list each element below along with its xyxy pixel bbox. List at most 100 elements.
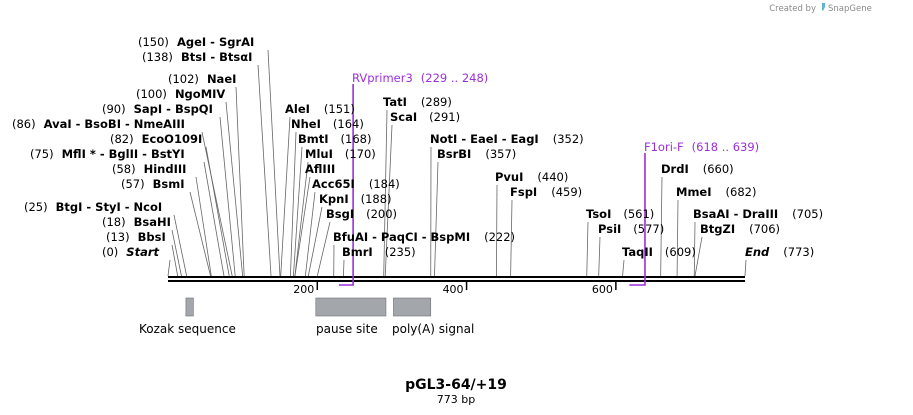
leader-line-btgzi: [694, 236, 703, 277]
leader-line-hindiii: [195, 176, 212, 277]
leader-line-scai: [384, 124, 393, 277]
site-label-naei[interactable]: (102) NaeI: [168, 72, 236, 86]
backbone[interactable]: [168, 276, 745, 282]
site-label-mlui[interactable]: MluI (170): [305, 147, 376, 161]
tick-label-600: 600: [592, 283, 613, 296]
site-label-tsoi[interactable]: TsoI (561): [586, 207, 654, 221]
site-label-bbsi[interactable]: (13) BbsI: [106, 230, 166, 244]
site-label-btgi[interactable]: (25) BtgI - StyI - NcoI: [24, 200, 162, 214]
leader-line-ngomiv: [225, 101, 244, 277]
leader-line-sapi: [219, 116, 236, 277]
leader-line-kpni: [307, 206, 323, 277]
site-label-start[interactable]: (0) Start: [102, 245, 160, 259]
site-label-alei[interactable]: AleI (151): [285, 102, 355, 116]
site-label-pvui[interactable]: PvuI (440): [495, 170, 568, 184]
credit-text: Created by: [769, 4, 816, 14]
leader-line-nhei: [290, 131, 297, 277]
site-label-ngomiv[interactable]: (100) NgoMIV: [136, 87, 225, 101]
leader-lines: [167, 49, 747, 277]
leader-line-btsci: [257, 64, 272, 277]
primer-label-f1ori-f[interactable]: F1ori-F (618 .. 639): [644, 140, 759, 154]
site-label-bsgi[interactable]: BsgI (200): [326, 207, 397, 221]
site-label-bfuai[interactable]: BfuAI - PaqCI - BspMI (222): [333, 230, 515, 244]
site-label-ecoo109i[interactable]: (82) EcoO109I: [110, 132, 202, 146]
credit-badge: Created by SnapGene: [769, 3, 872, 14]
leader-line-bsahi: [171, 229, 182, 277]
leader-line-bsrbi: [434, 161, 439, 277]
site-label-drdi[interactable]: DrdI (660): [661, 162, 734, 176]
map-length: 773 bp: [437, 393, 475, 406]
leader-line-tati: [383, 109, 388, 277]
site-label-bsmi[interactable]: (57) BsmI: [121, 177, 184, 191]
leader-line-naei: [235, 86, 245, 277]
site-label-hindiii[interactable]: (58) HindIII: [112, 162, 186, 176]
site-label-acc65i[interactable]: Acc65I (184): [312, 177, 400, 191]
site-label-avai[interactable]: (86) AvaI - BsoBI - NmeAIII: [12, 117, 185, 131]
feature-label-polya[interactable]: poly(A) signal: [392, 322, 474, 336]
leader-line-bsmi: [189, 191, 211, 277]
leader-line-afliii: [294, 176, 311, 277]
leader-line-mfli: [203, 161, 225, 277]
site-label-kpni[interactable]: KpnI (188): [319, 192, 392, 206]
primer-f1ori-f[interactable]: [629, 153, 646, 286]
leader-line-mmei: [676, 199, 679, 277]
primer-label-rvprimer3[interactable]: RVprimer3 (229 .. 248): [352, 71, 488, 85]
site-label-bmri[interactable]: BmrI (235): [342, 245, 416, 259]
leader-line-taqii: [622, 259, 625, 277]
leader-line-sgrai: [267, 49, 281, 277]
site-label-taqii[interactable]: TaqII (609): [622, 245, 696, 259]
site-labels: (150) AgeI - SgrAI (138) BtsI - BtsαI (102…: [12, 35, 823, 259]
site-label-scai[interactable]: ScaI (291): [390, 110, 460, 124]
leader-line-start: [167, 259, 171, 277]
leader-line-mlui: [294, 161, 309, 277]
leader-line-bmti: [293, 146, 303, 277]
leader-line-bsaai: [693, 221, 696, 277]
site-label-bmti[interactable]: BmtI (168): [298, 132, 371, 146]
site-label-sgrai[interactable]: (150) AgeI - SgrAI: [138, 35, 254, 49]
position-ticks: 200 400 600: [293, 282, 617, 296]
site-label-mfli[interactable]: (75) MflI * - BglII - BstYI: [30, 147, 185, 161]
site-label-psii[interactable]: PsiI (577): [598, 222, 664, 236]
site-label-afliii[interactable]: AflIII: [305, 162, 335, 176]
leader-line-bsgi: [316, 221, 331, 277]
feature-label-pause[interactable]: pause site: [316, 322, 378, 336]
credit-brand: SnapGene: [828, 4, 872, 14]
site-label-btgzi[interactable]: BtgZI (706): [700, 222, 780, 236]
snapgene-logo-icon: [822, 3, 825, 11]
site-label-bsahi[interactable]: (18) BsaHI: [102, 215, 171, 229]
site-label-nhei[interactable]: NheI (164): [291, 117, 364, 131]
leader-line-ecoo109i: [205, 146, 230, 277]
site-label-noti[interactable]: NotI - EaeI - EagI (352): [430, 132, 584, 146]
leader-line-tsoi: [586, 221, 589, 277]
site-label-bsrbi[interactable]: BsrBI (357): [437, 147, 516, 161]
tick-label-400: 400: [443, 283, 464, 296]
leader-line-bmri: [343, 259, 345, 277]
leader-line-fspi: [510, 199, 513, 277]
leader-line-drdi: [660, 176, 663, 277]
map-title: pGL3-64/+19: [405, 377, 507, 393]
tick-label-200: 200: [293, 283, 314, 296]
site-label-sapi[interactable]: (90) SapI - BspQI: [102, 102, 213, 116]
site-label-end[interactable]: End (773): [745, 245, 814, 259]
feature-polya[interactable]: [393, 297, 432, 317]
site-label-tati[interactable]: TatI (289): [383, 95, 452, 109]
leader-line-avai: [201, 131, 233, 277]
features[interactable]: [185, 297, 432, 317]
feature-label-kozak[interactable]: Kozak sequence: [139, 322, 236, 336]
leader-line-acc65i: [304, 191, 316, 277]
feature-pause[interactable]: [315, 297, 387, 317]
site-label-bsaai[interactable]: BsaAI - DraIII (705): [693, 207, 823, 221]
site-label-mmei[interactable]: MmeI (682): [676, 185, 756, 199]
leader-line-psii: [598, 236, 601, 277]
site-label-btsci[interactable]: (138) BtsI - BtsαI: [142, 50, 252, 64]
leader-line-bbsi: [171, 244, 179, 277]
leader-line-alei: [280, 116, 291, 277]
primers[interactable]: [338, 84, 646, 286]
primer-rvprimer3[interactable]: [338, 84, 354, 286]
site-label-fspi[interactable]: FspI (459): [510, 185, 582, 199]
feature-kozak[interactable]: [185, 297, 194, 317]
leader-line-pvui: [496, 184, 498, 277]
leader-line-btgi: [173, 214, 188, 277]
leader-line-end: [744, 259, 747, 277]
